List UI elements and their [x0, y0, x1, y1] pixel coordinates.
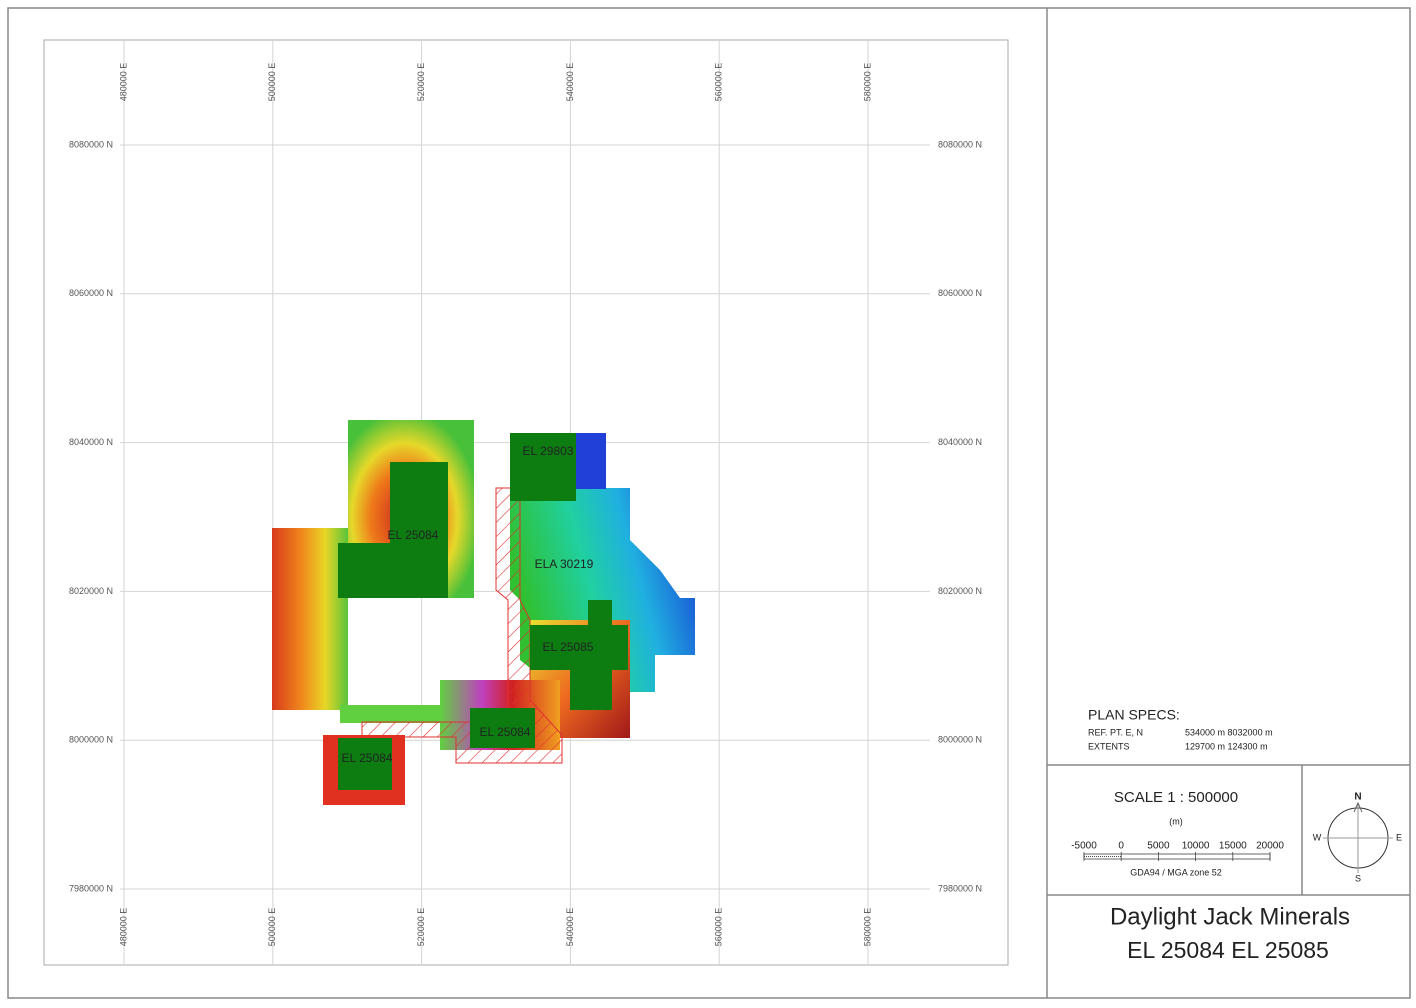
northing-label: 8060000 N: [69, 288, 113, 298]
raster-block: [340, 705, 440, 723]
north-arrow: N E S W: [1313, 792, 1402, 884]
scale-tick-label: -5000: [1071, 841, 1097, 852]
scale-tick-label: 0: [1118, 841, 1124, 852]
scale-bar: -5000 0 5000 10000 15000 20000: [1071, 841, 1284, 861]
tenement-label: EL 25084: [388, 528, 439, 542]
plan-specs-title: PLAN SPECS:: [1088, 707, 1180, 723]
northing-label: 7980000 N: [938, 883, 982, 893]
easting-label: 520000 E: [416, 63, 426, 102]
spec-value: 534000 m 8032000 m: [1185, 727, 1273, 737]
northing-label: 7980000 N: [69, 883, 113, 893]
northing-label: 8000000 N: [938, 735, 982, 745]
easting-label: 500000 E: [267, 63, 277, 102]
tenement-area: [588, 600, 612, 625]
northing-label: 8000000 N: [69, 735, 113, 745]
tenement-label: EL 29803: [523, 444, 574, 458]
easting-label: 560000 E: [714, 908, 724, 947]
easting-label: 500000 E: [267, 908, 277, 947]
spec-value: 129700 m 124300 m: [1185, 741, 1268, 751]
tenement-area: [570, 670, 612, 710]
compass-w: W: [1313, 832, 1322, 842]
easting-label: 480000 E: [118, 908, 128, 947]
northing-label: 8020000 N: [938, 586, 982, 596]
easting-label: 580000 E: [862, 63, 872, 102]
tenement-area: [338, 543, 448, 598]
scale-tick-label: 15000: [1219, 841, 1247, 852]
easting-label: 560000 E: [714, 63, 724, 102]
easting-label: 540000 E: [565, 908, 575, 947]
compass-s: S: [1355, 873, 1361, 883]
compass-e: E: [1396, 832, 1402, 842]
raster-block: [272, 528, 348, 710]
northing-label: 8080000 N: [69, 139, 113, 149]
northing-label: 8040000 N: [69, 437, 113, 447]
northing-label: 8080000 N: [938, 139, 982, 149]
projection: GDA94 / MGA zone 52: [1130, 867, 1222, 877]
sheet-subtitle: EL 25084 EL 25085: [1127, 937, 1329, 963]
spec-label: REF. PT. E, N: [1088, 727, 1143, 737]
scale-bar-outline: [1084, 854, 1270, 859]
spec-label: EXTENTS: [1088, 741, 1130, 751]
scale-tick-label: 10000: [1182, 841, 1210, 852]
northing-label: 8020000 N: [69, 586, 113, 596]
northing-label: 8060000 N: [938, 288, 982, 298]
tenement-label: ELA 30219: [535, 557, 594, 571]
raster-block: [576, 433, 606, 489]
easting-label: 480000 E: [118, 63, 128, 102]
scale-unit: (m): [1169, 816, 1183, 826]
easting-label: 520000 E: [416, 908, 426, 947]
map-sheet: 480000 E 480000 E 500000 E 500000 E 520000 E…: [0, 0, 1416, 1008]
compass-n: N: [1354, 792, 1361, 803]
tenement-label: EL 25085: [543, 640, 594, 654]
company-title: Daylight Jack Minerals: [1110, 903, 1350, 930]
easting-label: 580000 E: [862, 908, 872, 947]
tenement-label: EL 25084: [480, 725, 531, 739]
scale-tick-label: 20000: [1256, 841, 1284, 852]
tenement-label: EL 25084: [342, 751, 393, 765]
northing-label: 8040000 N: [938, 437, 982, 447]
scale-title: SCALE 1 : 500000: [1114, 789, 1238, 806]
easting-label: 540000 E: [565, 63, 575, 102]
scale-tick-label: 5000: [1147, 841, 1170, 852]
